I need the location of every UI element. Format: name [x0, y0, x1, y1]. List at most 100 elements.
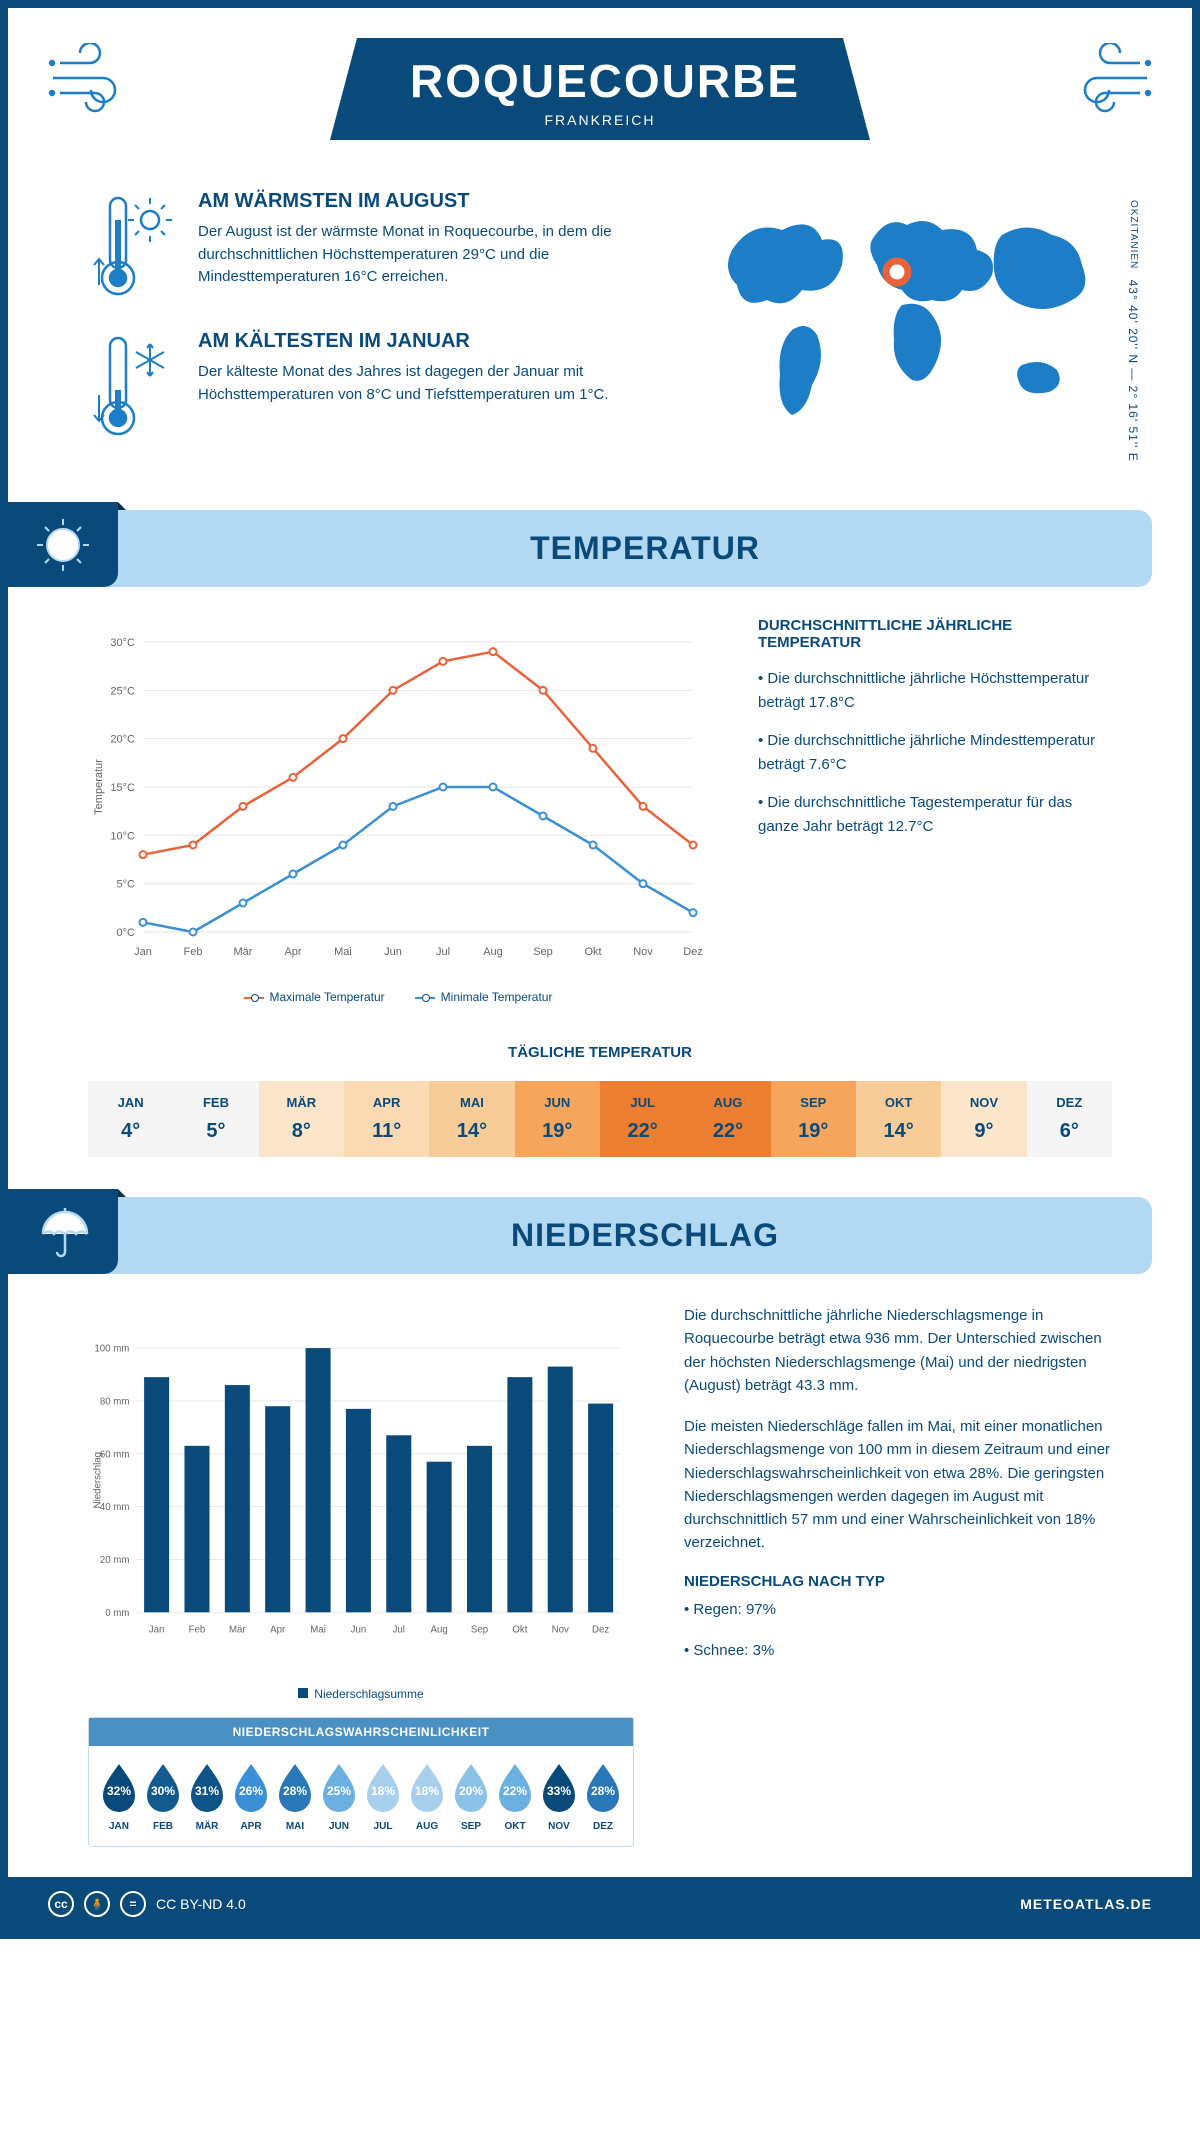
daily-cell: AUG22° [685, 1081, 770, 1157]
country-name: FRANKREICH [410, 112, 790, 128]
svg-text:Feb: Feb [184, 946, 203, 958]
prob-drop: 18%JUL [361, 1760, 405, 1832]
warm-block: AM WÄRMSTEN IM AUGUST Der August ist der… [88, 190, 652, 300]
daily-cell: JUL22° [600, 1081, 685, 1157]
prob-drop: 28%DEZ [581, 1760, 625, 1832]
temperature-chart: 0°C 5°C 10°C 15°C 20°C 25°C 30°C Temperatur Jan F… [88, 617, 708, 1004]
precip-heading: NIEDERSCHLAG [138, 1217, 1152, 1254]
wind-icon [48, 43, 138, 113]
svg-text:30°C: 30°C [110, 637, 135, 649]
svg-text:0 mm: 0 mm [105, 1608, 129, 1619]
svg-text:Jun: Jun [384, 946, 402, 958]
prob-drop: 22%OKT [493, 1760, 537, 1832]
daily-cell: APR11° [344, 1081, 429, 1157]
prob-drop: 32%JAN [97, 1760, 141, 1832]
probability-box: NIEDERSCHLAGSWAHRSCHEINLICHKEIT 32%JAN30… [88, 1717, 634, 1847]
svg-text:15°C: 15°C [110, 782, 135, 794]
daily-cell: OKT14° [856, 1081, 941, 1157]
precip-section-bar: NIEDERSCHLAG [8, 1197, 1152, 1274]
world-map: OKZITANIEN 43° 40' 20'' N — 2° 16' 51'' … [692, 190, 1112, 470]
temp-legend: Maximale Temperatur Minimale Temperatur [88, 990, 708, 1004]
svg-text:Jul: Jul [393, 1625, 405, 1636]
city-name: ROQUECOURBE [410, 54, 790, 108]
daily-cell: MÄR8° [259, 1081, 344, 1157]
prob-drop: 20%SEP [449, 1760, 493, 1832]
svg-text:Nov: Nov [552, 1625, 569, 1636]
svg-text:Mai: Mai [334, 946, 352, 958]
svg-text:Temperatur: Temperatur [93, 759, 105, 815]
wind-icon [1062, 43, 1152, 113]
svg-text:5°C: 5°C [117, 879, 136, 891]
coordinates: OKZITANIEN 43° 40' 20'' N — 2° 16' 51'' … [1126, 200, 1140, 462]
svg-text:10°C: 10°C [110, 830, 135, 842]
cold-block: AM KÄLTESTEN IM JANUAR Der kälteste Mona… [88, 330, 652, 440]
title-banner: ROQUECOURBE FRANKREICH [330, 38, 870, 140]
nd-icon: = [120, 1891, 146, 1917]
temp-section-bar: TEMPERATUR [8, 510, 1152, 587]
prob-drop: 31%MÄR [185, 1760, 229, 1832]
svg-text:60 mm: 60 mm [100, 1449, 130, 1460]
svg-text:Nov: Nov [633, 946, 653, 958]
temp-heading: TEMPERATUR [138, 530, 1152, 567]
svg-text:100 mm: 100 mm [94, 1344, 129, 1355]
svg-text:Mär: Mär [229, 1625, 246, 1636]
intro-section: AM WÄRMSTEN IM AUGUST Der August ist der… [8, 160, 1192, 490]
umbrella-icon [33, 1202, 93, 1262]
svg-text:Jan: Jan [134, 946, 152, 958]
svg-text:Apr: Apr [284, 946, 301, 958]
svg-text:0°C: 0°C [117, 927, 136, 939]
svg-text:Okt: Okt [512, 1625, 527, 1636]
prob-drop: 26%APR [229, 1760, 273, 1832]
site-name: METEOATLAS.DE [1020, 1896, 1152, 1912]
svg-text:Jan: Jan [149, 1625, 165, 1636]
sun-icon [33, 515, 93, 575]
daily-temp-title: TÄGLICHE TEMPERATUR [8, 1044, 1192, 1061]
warm-title: AM WÄRMSTEN IM AUGUST [198, 190, 652, 213]
precip-summary: Die durchschnittliche jährliche Niedersc… [684, 1304, 1112, 1847]
svg-text:Okt: Okt [584, 946, 601, 958]
svg-text:Feb: Feb [189, 1625, 206, 1636]
prob-drop: 28%MAI [273, 1760, 317, 1832]
warm-text: Der August ist der wärmste Monat in Roqu… [198, 221, 652, 289]
cold-title: AM KÄLTESTEN IM JANUAR [198, 330, 652, 353]
prob-drop: 18%AUG [405, 1760, 449, 1832]
cold-text: Der kälteste Monat des Jahres ist dagege… [198, 361, 652, 406]
svg-text:Apr: Apr [270, 1625, 286, 1636]
svg-text:80 mm: 80 mm [100, 1396, 130, 1407]
svg-text:Sep: Sep [471, 1625, 488, 1636]
svg-text:Aug: Aug [431, 1625, 448, 1636]
daily-temp-row: JAN4°FEB5°MÄR8°APR11°MAI14°JUN19°JUL22°A… [88, 1081, 1112, 1157]
svg-text:Dez: Dez [592, 1625, 609, 1636]
svg-text:40 mm: 40 mm [100, 1502, 130, 1513]
svg-text:Jul: Jul [436, 946, 450, 958]
svg-text:Aug: Aug [483, 946, 503, 958]
svg-text:Mai: Mai [310, 1625, 326, 1636]
prob-drop: 33%NOV [537, 1760, 581, 1832]
svg-text:Dez: Dez [683, 946, 703, 958]
footer: cc 🧍 = CC BY-ND 4.0 METEOATLAS.DE [8, 1877, 1192, 1931]
svg-text:Mär: Mär [234, 946, 253, 958]
svg-text:20 mm: 20 mm [100, 1555, 130, 1566]
thermometer-hot-icon [88, 190, 178, 300]
svg-text:25°C: 25°C [110, 685, 135, 697]
daily-cell: FEB5° [173, 1081, 258, 1157]
cc-icon: cc [48, 1891, 74, 1917]
by-icon: 🧍 [84, 1891, 110, 1917]
daily-cell: MAI14° [429, 1081, 514, 1157]
svg-text:Niederschlag: Niederschlag [92, 1452, 103, 1508]
daily-cell: DEZ6° [1027, 1081, 1112, 1157]
daily-cell: JUN19° [515, 1081, 600, 1157]
svg-text:20°C: 20°C [110, 734, 135, 746]
prob-drop: 30%FEB [141, 1760, 185, 1832]
daily-cell: SEP19° [771, 1081, 856, 1157]
svg-text:Jun: Jun [351, 1625, 367, 1636]
license: cc 🧍 = CC BY-ND 4.0 [48, 1891, 246, 1917]
svg-text:Sep: Sep [533, 946, 553, 958]
header-section: ROQUECOURBE FRANKREICH [8, 8, 1192, 160]
daily-cell: JAN4° [88, 1081, 173, 1157]
daily-cell: NOV9° [941, 1081, 1026, 1157]
prob-drop: 25%JUN [317, 1760, 361, 1832]
temp-summary: DURCHSCHNITTLICHE JÄHRLICHE TEMPERATUR •… [758, 617, 1112, 1004]
thermometer-cold-icon [88, 330, 178, 440]
precip-legend: Niederschlagsumme [88, 1687, 634, 1701]
